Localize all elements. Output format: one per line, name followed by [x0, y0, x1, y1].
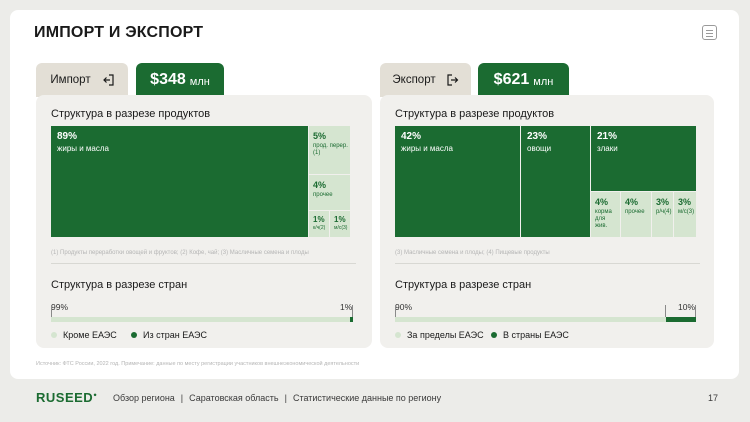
treemap-cell: 89% жиры и масла: [51, 126, 308, 237]
cell-pct: 4%: [625, 197, 639, 207]
cell-pct: 3%: [678, 197, 692, 207]
logo-leaf-icon: ●: [93, 392, 98, 399]
import-countries-bar: [51, 317, 353, 322]
slide: ИМПОРТ И ЭКСПОРТ Импорт $348 млн Структу…: [10, 10, 739, 379]
export-products-heading: Структура в разрезе продуктов: [395, 108, 555, 120]
export-countries-right-pct: 10%: [678, 302, 696, 312]
import-countries-left-pct: 99%: [51, 302, 69, 312]
treemap-cell: 4% прочее: [309, 175, 350, 210]
legend-item: Кроме ЕАЭС: [51, 330, 117, 340]
legend-swatch: [131, 332, 137, 338]
cell-pct: 21%: [597, 131, 618, 142]
divider: [51, 263, 356, 264]
cell-label: жиры и масла: [401, 144, 453, 153]
treemap-cell: 3% м/с(3): [674, 192, 696, 237]
treemap-cell: 23% овощи: [521, 126, 590, 237]
source-note: Источник: ФТС России, 2022 год. Примечан…: [36, 361, 360, 367]
cell-pct: 1%: [334, 215, 346, 224]
cell-label: злаки: [597, 144, 618, 153]
tab-export[interactable]: Экспорт: [380, 63, 471, 97]
bar-tick: [695, 305, 696, 318]
export-countries-heading: Структура в разрезе стран: [395, 279, 532, 291]
cell-pct: 4%: [595, 197, 609, 207]
treemap-cell: 5% прод. перер.(1): [309, 126, 350, 174]
divider: [395, 263, 700, 264]
export-countries-left-pct: 90%: [395, 302, 413, 312]
export-amount: $621: [493, 71, 530, 88]
legend-label: Кроме ЕАЭС: [63, 330, 117, 340]
cell-pct: 42%: [401, 131, 422, 142]
legend-swatch: [491, 332, 497, 338]
cell-pct: 89%: [57, 131, 78, 142]
import-countries-bar-fill: [349, 317, 353, 322]
cell-label: прочее: [625, 209, 645, 215]
legend-label: Из стран ЕАЭС: [143, 330, 207, 340]
import-products-footnote: (1) Продукты переработки овощей и фрукто…: [51, 250, 309, 256]
export-countries-bar-fill: [665, 317, 696, 322]
cell-label: к/ч(2): [313, 225, 326, 231]
legend-swatch: [395, 332, 401, 338]
legend-swatch: [51, 332, 57, 338]
page-title: ИМПОРТ И ЭКСПОРТ: [34, 24, 204, 41]
export-total: $621 млн: [478, 63, 569, 97]
bar-tick: [352, 305, 353, 318]
cell-label: м/с(3): [678, 209, 695, 215]
cell-label: корма для жив.: [595, 209, 612, 229]
cell-label: прод. перер.(1): [313, 143, 348, 156]
breadcrumb-item[interactable]: Статистические данные по региону: [292, 393, 442, 403]
treemap-cell: 21% злаки: [591, 126, 696, 191]
cell-pct: 3%: [656, 197, 670, 207]
cell-pct: 1%: [313, 215, 325, 224]
export-products-footnote: (3) Масличные семена и плоды; (4) Пищевы…: [395, 250, 550, 256]
import-treemap: 89% жиры и масла 5% прод. перер.(1) 4% п…: [51, 126, 350, 237]
legend-item: В страны ЕАЭС: [491, 330, 569, 340]
export-tab-label: Экспорт: [392, 74, 436, 86]
import-countries-right-pct: 1%: [340, 302, 353, 312]
cell-label: овощи: [527, 144, 552, 153]
legend-label: В страны ЕАЭС: [503, 330, 569, 340]
arrow-out-of-box-icon: [447, 74, 458, 86]
ruseed-logo: RUSEED●: [36, 390, 97, 405]
treemap-cell: 1% м/с(3): [330, 211, 350, 237]
arrow-into-box-icon: [102, 74, 114, 86]
treemap-cell: 42% жиры и масла: [395, 126, 520, 237]
legend-item: Из стран ЕАЭС: [131, 330, 207, 340]
import-countries-heading: Структура в разрезе стран: [51, 279, 188, 291]
page-number: 17: [708, 393, 719, 403]
logo-text: RUSEED: [36, 390, 94, 405]
cell-pct: 4%: [313, 180, 327, 190]
cell-pct: 23%: [527, 131, 548, 142]
breadcrumb-item[interactable]: Обзор региона: [113, 393, 175, 403]
treemap-cell: 1% к/ч(2): [309, 211, 329, 237]
cell-label: р/ч(4): [656, 209, 672, 215]
legend-item: За пределы ЕАЭС: [395, 330, 484, 340]
bar-tick: [51, 305, 52, 318]
cell-label: жиры и масла: [57, 144, 109, 153]
breadcrumb-item[interactable]: Саратовская область: [189, 393, 279, 403]
breadcrumb-separator: |: [284, 393, 287, 403]
import-unit: млн: [189, 75, 210, 88]
menu-icon[interactable]: [702, 25, 717, 40]
tab-import[interactable]: Импорт: [36, 63, 128, 97]
import-tab-label: Импорт: [50, 74, 91, 86]
import-panel: Структура в разрезе продуктов 89% жиры и…: [36, 95, 372, 348]
export-unit: млн: [533, 75, 554, 88]
breadcrumb-separator: |: [180, 393, 184, 403]
treemap-cell: 3% р/ч(4): [652, 192, 673, 237]
import-amount: $348: [150, 71, 186, 88]
cell-label: м/с(3): [334, 225, 348, 231]
cell-pct: 5%: [313, 131, 327, 141]
cell-label: прочее: [313, 192, 333, 198]
import-products-heading: Структура в разрезе продуктов: [51, 108, 211, 120]
import-total: $348 млн: [136, 63, 224, 97]
export-treemap: 42% жиры и масла 23% овощи 21% злаки 4% …: [395, 126, 696, 237]
breadcrumb: Обзор региона | Саратовская область | Ст…: [113, 393, 441, 403]
export-panel: Структура в разрезе продуктов 42% жиры и…: [380, 95, 714, 348]
bar-tick: [665, 305, 666, 318]
treemap-cell: 4% прочее: [621, 192, 651, 237]
export-countries-bar: [395, 317, 696, 322]
legend-label: За пределы ЕАЭС: [407, 330, 484, 340]
bar-tick: [395, 305, 396, 318]
treemap-cell: 4% корма для жив.: [591, 192, 620, 237]
